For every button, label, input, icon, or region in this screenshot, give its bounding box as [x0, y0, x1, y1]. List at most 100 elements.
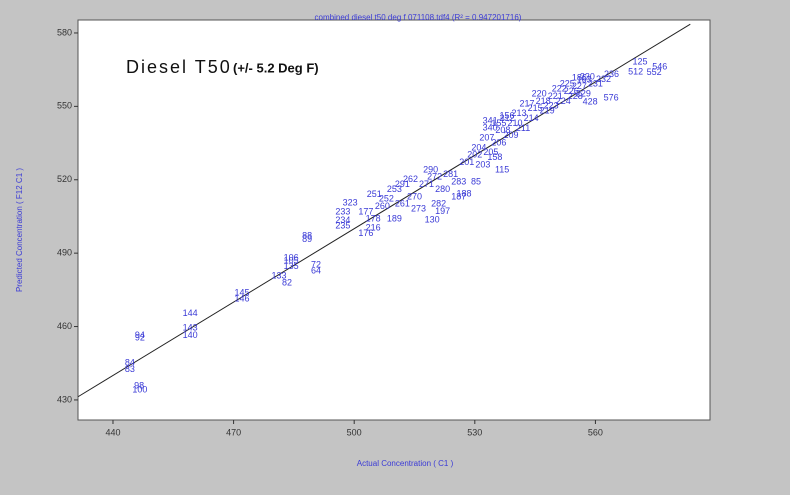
point-label: 232 — [596, 74, 611, 84]
y-tick-label: 490 — [57, 248, 72, 258]
point-label: 177 — [358, 206, 373, 216]
point-label: 261 — [395, 199, 410, 209]
point-label: 202 — [467, 150, 482, 160]
point-label: 283 — [451, 177, 466, 187]
point-label: 234 — [335, 215, 350, 225]
point-label: 215 — [528, 103, 543, 113]
y-tick-label: 520 — [57, 174, 72, 184]
point-label: 203 — [475, 159, 490, 169]
point-label: 72 — [311, 259, 321, 269]
point-label: 282 — [431, 199, 446, 209]
point-label: 64 — [311, 265, 321, 275]
point-label: 280 — [435, 184, 450, 194]
point-label: 512 — [628, 66, 643, 76]
x-tick-label: 500 — [347, 427, 362, 437]
y-tick-label: 430 — [57, 394, 72, 404]
point-label: 83 — [125, 364, 135, 374]
point-label: 163 — [577, 74, 592, 84]
point-label: 146 — [235, 293, 250, 303]
point-label: 176 — [358, 228, 373, 238]
point-label: 272 — [427, 172, 442, 182]
point-label: 290 — [423, 164, 438, 174]
point-label: 228 — [568, 91, 583, 101]
point-label: 205 — [483, 147, 498, 157]
point-label: 428 — [583, 96, 598, 106]
point-label: 84 — [125, 357, 135, 367]
point-label: 143 — [183, 322, 198, 332]
y-tick-label: 550 — [57, 101, 72, 111]
y-axis-label: Predicted Concentration ( F12 C1 ) — [15, 168, 24, 292]
point-label: 144 — [183, 308, 198, 318]
point-label: 189 — [387, 213, 402, 223]
point-label: 340 — [483, 122, 498, 132]
point-label: 217 — [520, 98, 535, 108]
point-label: 85 — [471, 176, 481, 186]
point-label: 270 — [407, 191, 422, 201]
point-label: 145 — [235, 287, 250, 297]
point-label: 204 — [471, 142, 486, 152]
point-label: 133 — [272, 270, 287, 280]
chart-title: combined diesel t50 deg f 071108.tdf4 (R… — [315, 13, 522, 22]
fit-line — [77, 23, 691, 398]
point-label: 100 — [132, 384, 147, 394]
point-label: 115 — [495, 164, 509, 174]
point-label: 140 — [183, 330, 198, 340]
point-label: 233 — [335, 206, 350, 216]
point-label: 229 — [576, 89, 591, 99]
point-label: 273 — [411, 203, 426, 213]
y-tick-label: 460 — [57, 321, 72, 331]
x-tick-label: 470 — [226, 427, 241, 437]
point-label: 271 — [419, 179, 434, 189]
point-label: 230 — [580, 71, 595, 81]
point-label: 251 — [367, 189, 382, 199]
point-label: 291 — [395, 179, 410, 189]
point-label: 221 — [548, 91, 563, 101]
point-label: 546 — [652, 62, 667, 72]
point-label: 188 — [456, 188, 471, 198]
point-label: 207 — [479, 133, 494, 143]
point-label: 197 — [435, 206, 450, 216]
point-label: 88 — [302, 230, 312, 240]
point-label: 135 — [284, 261, 299, 271]
x-tick-label: 560 — [588, 427, 603, 437]
point-label: 158 — [487, 152, 502, 162]
point-label: 125 — [633, 56, 648, 66]
point-label: 94 — [135, 330, 145, 340]
point-label: 209 — [503, 130, 518, 140]
point-label: 186 — [572, 72, 587, 82]
point-label: 281 — [443, 169, 458, 179]
point-label: 92 — [135, 333, 145, 343]
point-label: 225 — [560, 79, 575, 89]
point-label: 98 — [134, 380, 144, 390]
point-label: 210 — [507, 118, 522, 128]
point-label: 552 — [647, 67, 662, 77]
point-label: 223 — [544, 101, 559, 111]
x-tick-label: 530 — [467, 427, 482, 437]
point-label: 235 — [335, 220, 350, 230]
x-tick-label: 440 — [105, 427, 120, 437]
point-label: 214 — [524, 113, 539, 123]
point-label: 224 — [556, 96, 571, 106]
point-label: 155 — [491, 118, 506, 128]
point-label: 218 — [536, 96, 551, 106]
x-axis-label: Actual Concentration ( C1 ) — [357, 459, 454, 468]
annotation: Diesel T50 — [126, 57, 232, 77]
point-label: 222 — [552, 84, 567, 94]
point-label: 213 — [512, 108, 527, 118]
point-label: 206 — [491, 137, 506, 147]
point-label: 187 — [451, 191, 466, 201]
point-label: 323 — [343, 197, 358, 207]
point-label: 227 — [572, 81, 587, 91]
point-label: 89 — [302, 234, 312, 244]
y-tick-label: 580 — [57, 27, 72, 37]
point-label: 260 — [375, 201, 390, 211]
point-label: 130 — [425, 214, 440, 224]
point-label: 576 — [604, 92, 619, 102]
point-label: 156 — [499, 111, 514, 121]
point-label: 226 — [564, 86, 579, 96]
point-label: 208 — [495, 125, 510, 135]
point-label: 219 — [540, 106, 555, 116]
point-label: 212 — [499, 113, 514, 123]
plot-area — [77, 19, 711, 421]
